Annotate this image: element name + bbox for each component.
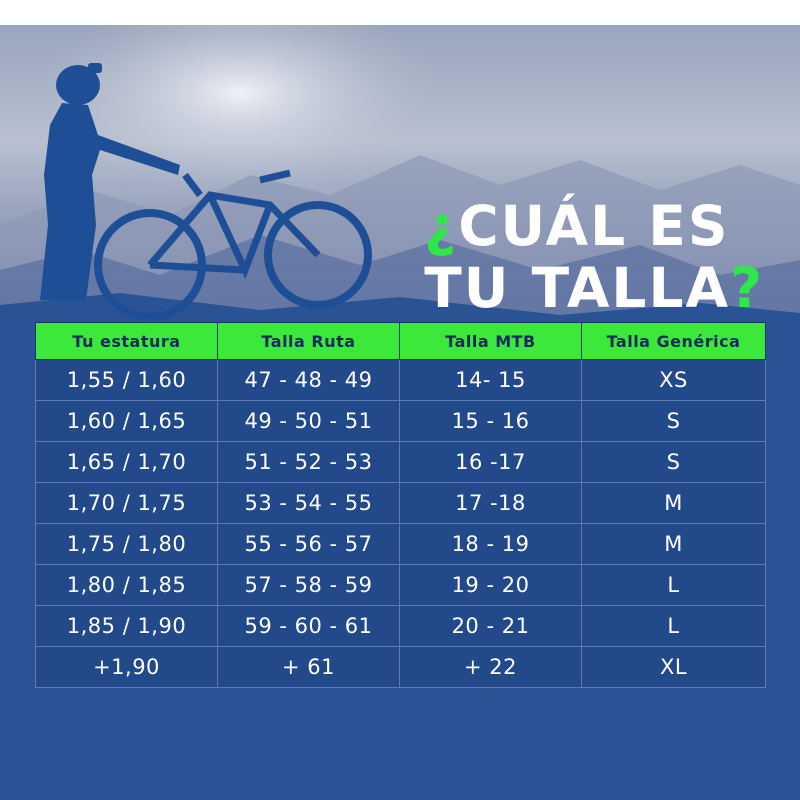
inverted-question-mark: ¿ [424,194,459,258]
cell-mtb-size: 14- 15 [399,359,582,401]
cell-height: +1,90 [35,646,218,688]
cell-mtb-size: 15 - 16 [399,400,582,442]
size-table: Tu estatura Talla Ruta Talla MTB Talla G… [35,322,766,688]
cell-road-size: 57 - 58 - 59 [217,564,400,606]
cell-generic-size: M [581,523,766,565]
cell-generic-size: XS [581,359,766,401]
cell-road-size: 53 - 54 - 55 [217,482,400,524]
cell-height: 1,60 / 1,65 [35,400,218,442]
cell-generic-size: M [581,482,766,524]
cell-road-size: 59 - 60 - 61 [217,605,400,647]
headline-line-2: TU TALLA? [424,257,764,319]
headline-text-1: CUÁL ES [458,194,730,258]
cell-road-size: 55 - 56 - 57 [217,523,400,565]
cell-generic-size: S [581,441,766,483]
cyclist-silhouette [40,63,180,300]
table-row: +1,90 + 61 + 22 XL [35,646,766,688]
cell-mtb-size: 18 - 19 [399,523,582,565]
cell-mtb-size: 19 - 20 [399,564,582,606]
table-row: 1,85 / 1,90 59 - 60 - 61 20 - 21 L [35,605,766,647]
headline-text-2: TU TALLA [424,256,731,320]
size-chart-poster: ¿CUÁL ES TU TALLA? Tu estatura Talla Rut… [0,25,800,800]
header-height: Tu estatura [35,322,218,360]
cell-road-size: + 61 [217,646,400,688]
header-mtb-size: Talla MTB [399,322,582,360]
cell-height: 1,85 / 1,90 [35,605,218,647]
cell-road-size: 51 - 52 - 53 [217,441,400,483]
header-road-size: Talla Ruta [217,322,400,360]
table-row: 1,55 / 1,60 47 - 48 - 49 14- 15 XS [35,359,766,401]
bicycle-silhouette [94,169,372,321]
cell-mtb-size: 17 -18 [399,482,582,524]
cell-road-size: 49 - 50 - 51 [217,400,400,442]
cell-mtb-size: 20 - 21 [399,605,582,647]
question-mark: ? [730,256,764,320]
header-generic-size: Talla Genérica [581,322,766,360]
cell-generic-size: L [581,605,766,647]
table-row: 1,65 / 1,70 51 - 52 - 53 16 -17 S [35,441,766,483]
headline: ¿CUÁL ES TU TALLA? [424,195,764,319]
cell-height: 1,80 / 1,85 [35,564,218,606]
cell-height: 1,65 / 1,70 [35,441,218,483]
cell-generic-size: L [581,564,766,606]
table-row: 1,80 / 1,85 57 - 58 - 59 19 - 20 L [35,564,766,606]
table-row: 1,70 / 1,75 53 - 54 - 55 17 -18 M [35,482,766,524]
cell-height: 1,75 / 1,80 [35,523,218,565]
cell-height: 1,55 / 1,60 [35,359,218,401]
headline-line-1: ¿CUÁL ES [424,195,764,257]
cell-generic-size: S [581,400,766,442]
cell-mtb-size: 16 -17 [399,441,582,483]
cell-generic-size: XL [581,646,766,688]
cell-road-size: 47 - 48 - 49 [217,359,400,401]
cell-height: 1,70 / 1,75 [35,482,218,524]
cell-mtb-size: + 22 [399,646,582,688]
table-row: 1,60 / 1,65 49 - 50 - 51 15 - 16 S [35,400,766,442]
table-row: 1,75 / 1,80 55 - 56 - 57 18 - 19 M [35,523,766,565]
table-header: Tu estatura Talla Ruta Talla MTB Talla G… [35,322,766,360]
